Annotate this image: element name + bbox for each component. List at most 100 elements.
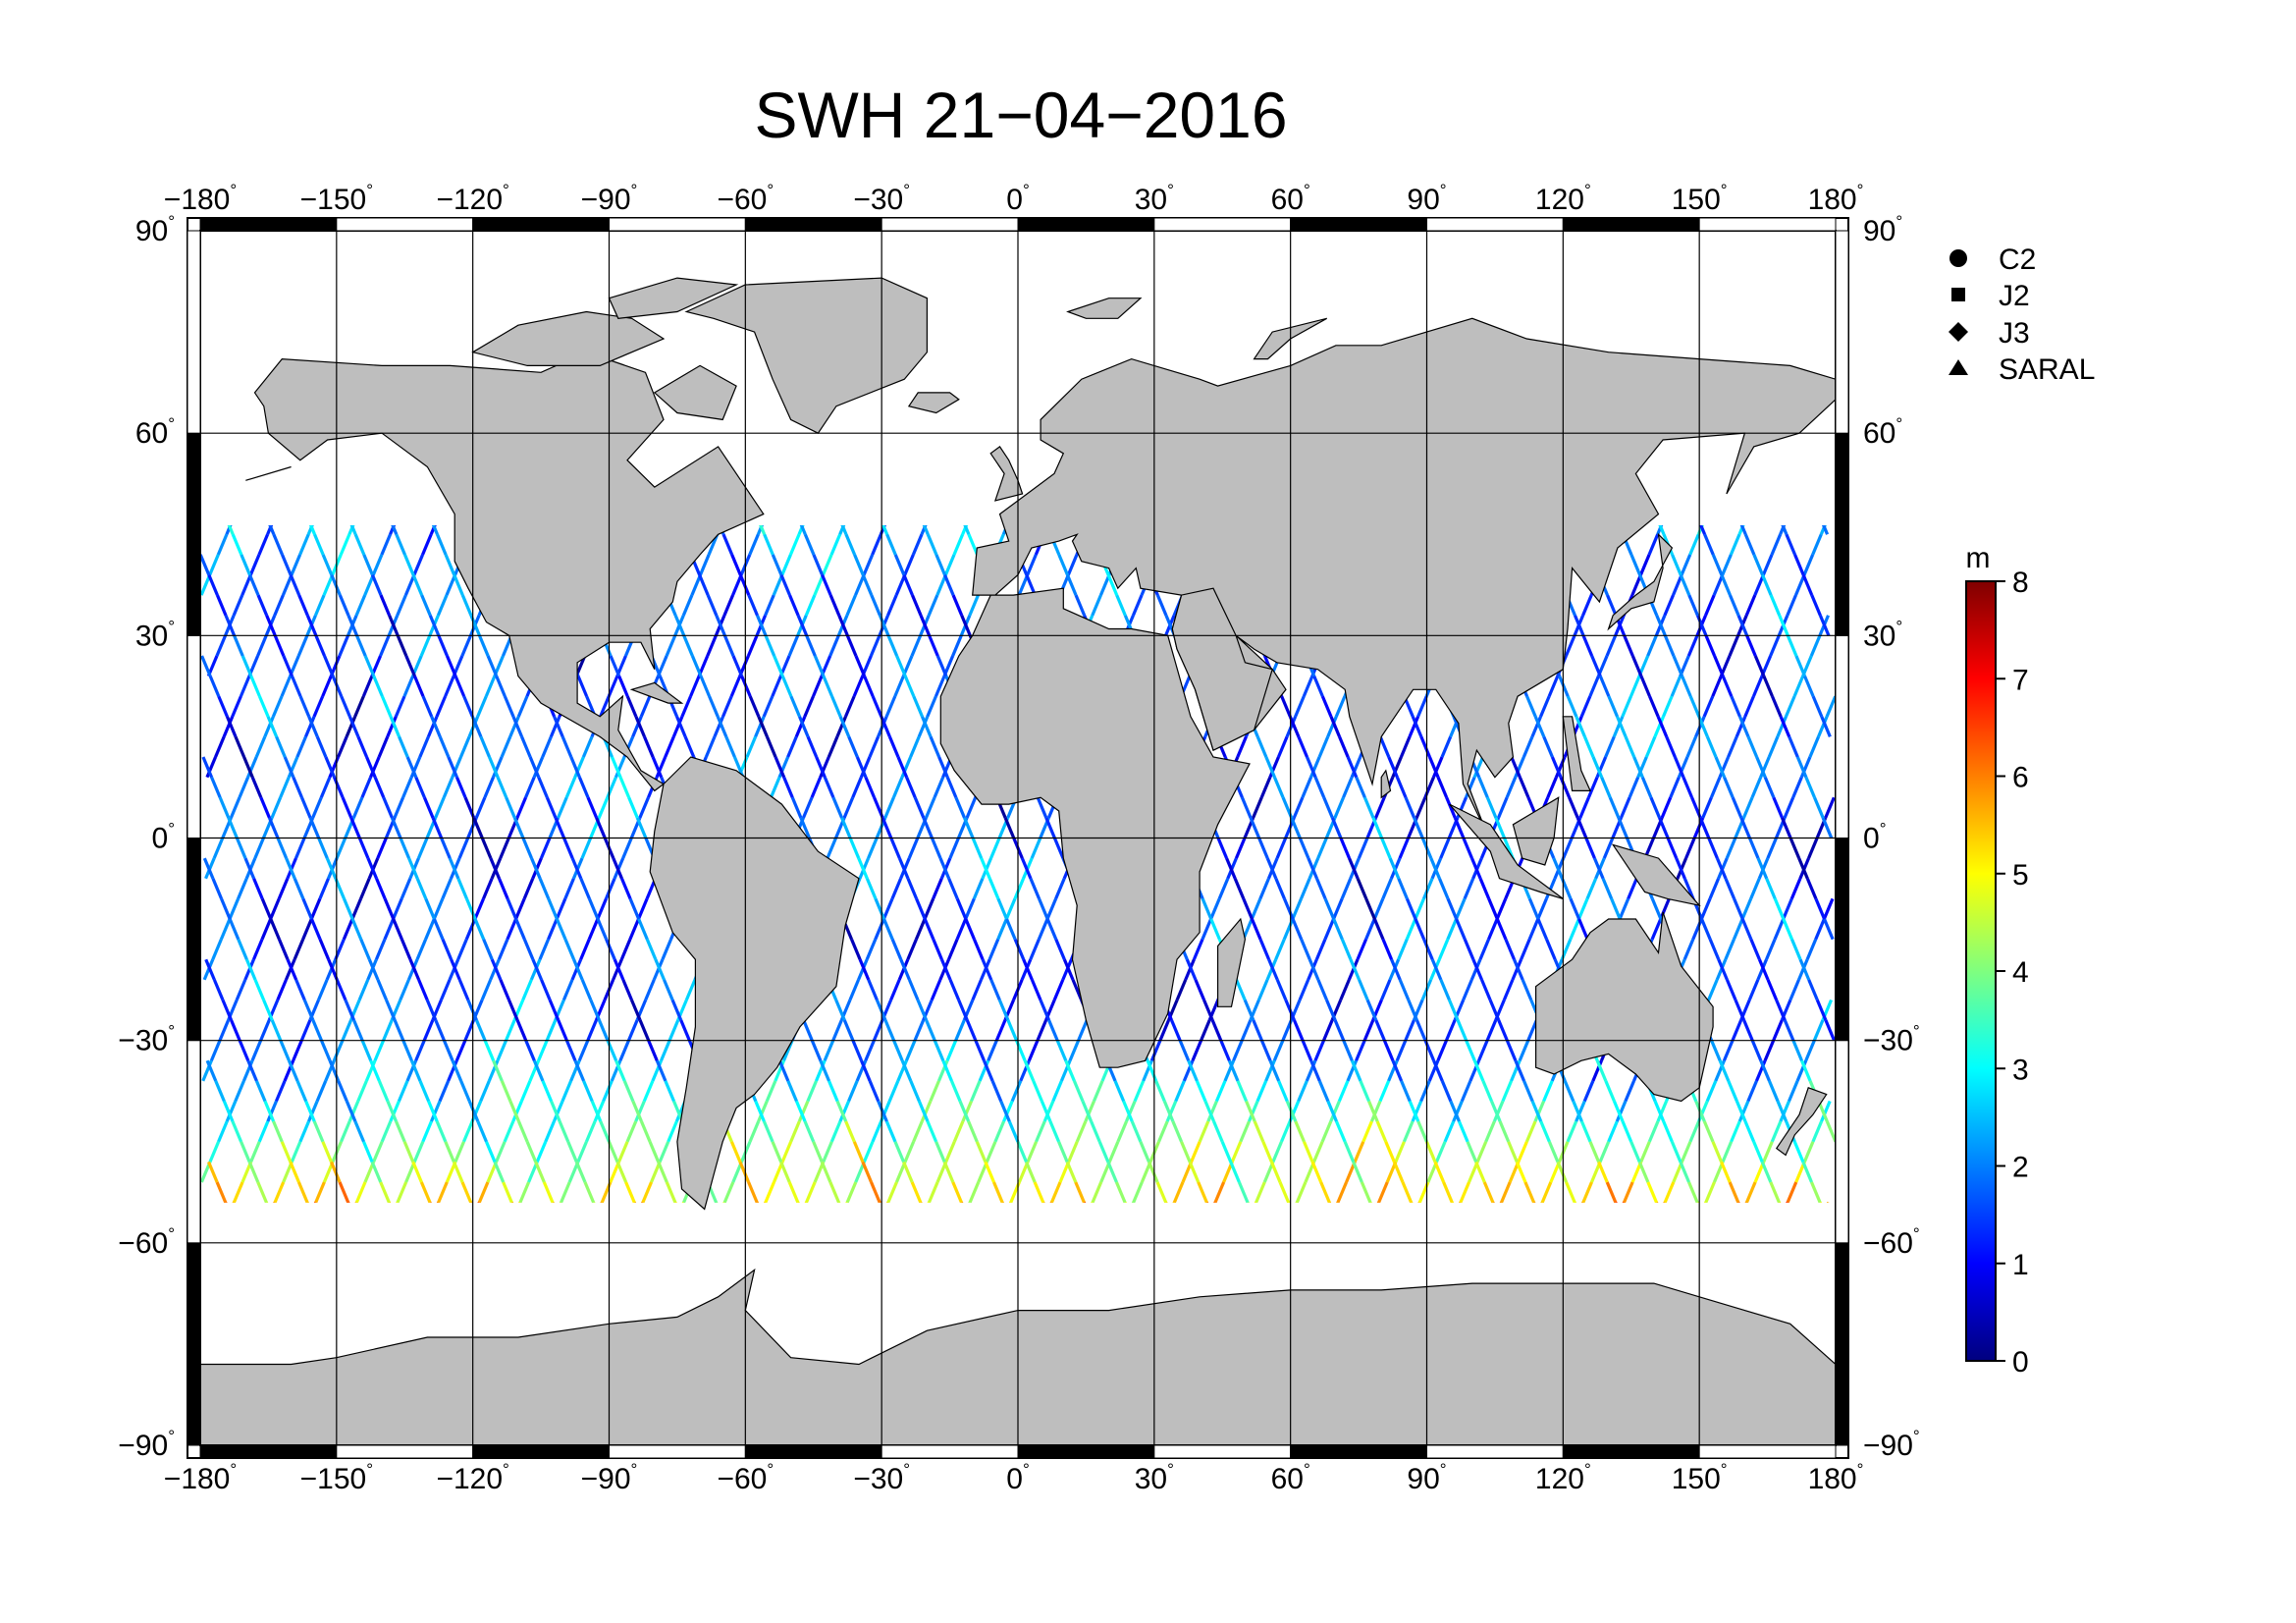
track-segment xyxy=(1067,1141,1079,1163)
track-segment xyxy=(645,938,658,960)
track-segment xyxy=(517,1120,529,1143)
track-segment xyxy=(298,695,311,718)
track-segment xyxy=(909,1080,921,1103)
track-segment xyxy=(1259,777,1272,798)
track-segment xyxy=(1158,1019,1171,1042)
track-segment xyxy=(670,999,683,1021)
colorbar-tick-label: 0 xyxy=(2012,1346,2029,1379)
track-segment xyxy=(609,655,621,677)
track-segment xyxy=(259,1019,271,1042)
track-segment xyxy=(1098,573,1111,596)
track-segment xyxy=(431,525,439,535)
track-segment xyxy=(1092,1080,1104,1103)
track-segment xyxy=(604,878,616,899)
land-svalbard xyxy=(1066,298,1143,319)
track-segment xyxy=(923,918,935,941)
track-segment xyxy=(360,1040,373,1061)
track-segment xyxy=(914,918,927,941)
track-segment xyxy=(1730,1120,1741,1143)
track-segment xyxy=(1505,777,1518,798)
track-segment xyxy=(1039,999,1051,1021)
track-segment xyxy=(1353,1141,1365,1163)
track-segment xyxy=(1721,675,1734,697)
track-segment xyxy=(1769,1181,1781,1203)
track-segment xyxy=(994,1019,1007,1042)
track-segment xyxy=(395,533,406,556)
track-segment xyxy=(1456,1019,1468,1042)
track-segment xyxy=(587,918,600,941)
track-segment xyxy=(1598,1141,1611,1163)
track-segment xyxy=(1317,735,1330,758)
track-segment xyxy=(1291,897,1303,920)
track-segment xyxy=(874,897,886,920)
track-segment xyxy=(1280,695,1292,718)
track-segment xyxy=(1685,735,1698,758)
track-segment xyxy=(764,1181,775,1203)
track-segment xyxy=(610,756,622,779)
track-segment xyxy=(1297,1080,1308,1103)
track-segment xyxy=(997,999,1010,1021)
track-segment xyxy=(1525,695,1537,718)
track-segment xyxy=(345,716,357,738)
track-segment xyxy=(397,1080,409,1103)
track-segment xyxy=(780,1141,793,1163)
track-segment xyxy=(993,1120,1006,1143)
track-segment xyxy=(773,655,784,677)
track-segment xyxy=(1577,918,1589,941)
latitude-tick-label: −30° xyxy=(1863,1022,1920,1057)
track-segment xyxy=(480,979,493,1001)
track-segment xyxy=(257,695,270,718)
land-iceland xyxy=(907,392,960,414)
track-segment xyxy=(1007,1120,1020,1143)
track-segment xyxy=(377,735,390,758)
track-segment xyxy=(1314,938,1327,960)
track-segment xyxy=(1743,1120,1756,1143)
track-segment xyxy=(729,1141,742,1163)
legend-label: J3 xyxy=(1999,317,2030,350)
track-segment xyxy=(870,594,881,617)
track-segment xyxy=(1722,1040,1735,1061)
track-segment xyxy=(597,1019,610,1042)
track-segment xyxy=(803,1120,816,1143)
track-segment xyxy=(1440,735,1453,758)
track-segment xyxy=(1591,756,1604,779)
track-segment xyxy=(910,1181,923,1203)
track-segment xyxy=(1682,878,1695,899)
track-segment xyxy=(852,675,865,697)
track-segment xyxy=(431,817,444,839)
track-segment xyxy=(576,675,589,697)
track-segment xyxy=(1210,1019,1223,1042)
track-segment xyxy=(1709,777,1722,798)
track-segment xyxy=(621,979,633,1001)
track-segment xyxy=(627,796,639,819)
track-segment xyxy=(1697,1100,1709,1122)
track-segment xyxy=(794,716,807,738)
track-segment xyxy=(444,554,456,576)
track-segment xyxy=(1302,675,1314,697)
track-segment xyxy=(1579,695,1592,718)
track-segment xyxy=(558,1120,570,1143)
track-segment xyxy=(252,878,264,899)
track-segment xyxy=(1647,1120,1660,1143)
track-segment xyxy=(1313,1040,1326,1061)
track-segment xyxy=(897,857,910,880)
track-segment xyxy=(313,594,326,617)
track-segment xyxy=(904,1040,917,1061)
track-segment xyxy=(999,1100,1011,1122)
track-segment xyxy=(961,525,969,535)
track-segment xyxy=(247,573,260,596)
track-segment xyxy=(1556,1161,1569,1183)
track-segment xyxy=(821,573,832,596)
track-segment xyxy=(1811,695,1824,718)
track-segment xyxy=(322,573,335,596)
degree-symbol: ° xyxy=(631,1460,638,1479)
track-segment xyxy=(1413,817,1424,839)
track-segment xyxy=(1751,675,1764,697)
track-segment xyxy=(1729,533,1741,556)
track-segment xyxy=(948,837,960,859)
track-segment xyxy=(1675,857,1686,880)
track-segment xyxy=(1672,573,1683,596)
track-segment xyxy=(444,675,455,697)
track-segment xyxy=(624,1181,636,1203)
track-segment xyxy=(1350,1059,1362,1082)
